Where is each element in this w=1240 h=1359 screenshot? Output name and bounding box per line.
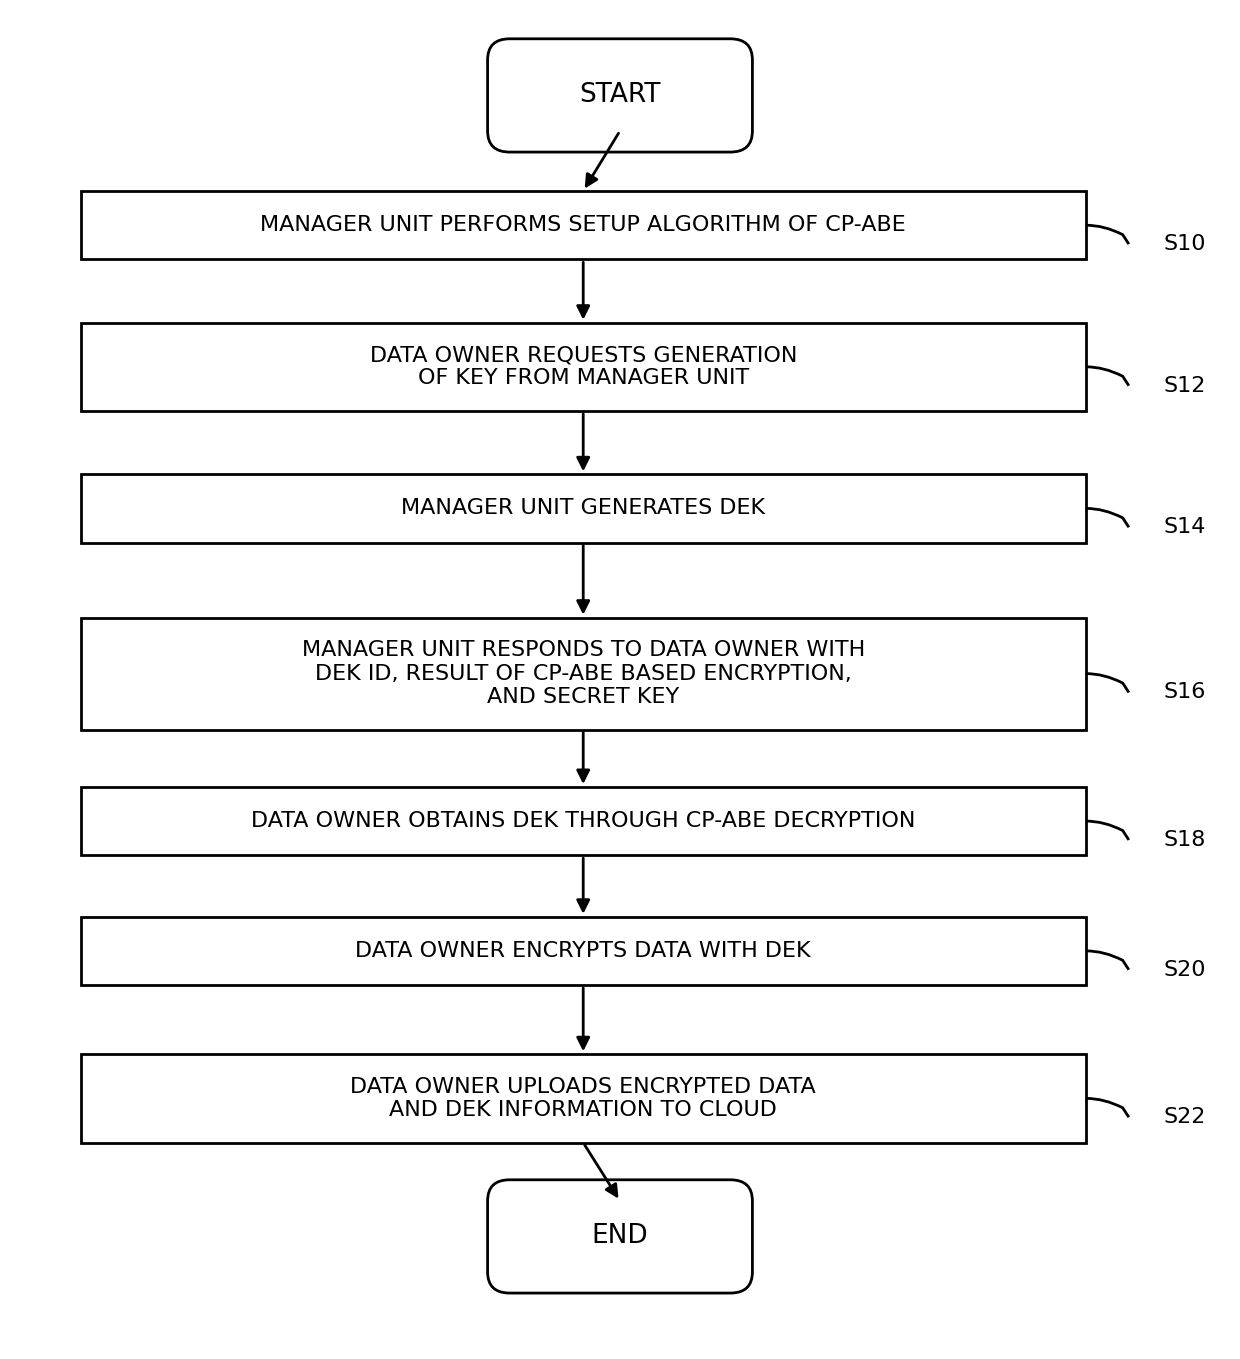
- Text: START: START: [579, 83, 661, 109]
- Text: MANAGER UNIT RESPONDS TO DATA OWNER WITH
DEK ID, RESULT OF CP-ABE BASED ENCRYPTI: MANAGER UNIT RESPONDS TO DATA OWNER WITH…: [301, 640, 864, 707]
- Bar: [81, 1055, 1086, 1143]
- Text: DATA OWNER ENCRYPTS DATA WITH DEK: DATA OWNER ENCRYPTS DATA WITH DEK: [356, 940, 811, 961]
- Text: S12: S12: [1163, 375, 1205, 395]
- Text: S10: S10: [1163, 234, 1205, 254]
- Bar: [81, 787, 1086, 855]
- FancyBboxPatch shape: [487, 39, 753, 152]
- Bar: [81, 192, 1086, 260]
- Text: S18: S18: [1163, 830, 1205, 849]
- Text: S16: S16: [1163, 682, 1205, 703]
- Text: MANAGER UNIT PERFORMS SETUP ALGORITHM OF CP-ABE: MANAGER UNIT PERFORMS SETUP ALGORITHM OF…: [260, 215, 906, 235]
- Text: DATA OWNER REQUESTS GENERATION
OF KEY FROM MANAGER UNIT: DATA OWNER REQUESTS GENERATION OF KEY FR…: [370, 345, 797, 389]
- Bar: [81, 474, 1086, 542]
- Text: S14: S14: [1163, 518, 1205, 537]
- Bar: [81, 617, 1086, 730]
- Text: S20: S20: [1163, 959, 1205, 980]
- Text: MANAGER UNIT GENERATES DEK: MANAGER UNIT GENERATES DEK: [402, 499, 765, 518]
- FancyBboxPatch shape: [487, 1180, 753, 1292]
- Bar: [81, 322, 1086, 410]
- Bar: [81, 917, 1086, 985]
- Text: S22: S22: [1163, 1108, 1205, 1127]
- Text: DATA OWNER UPLOADS ENCRYPTED DATA
AND DEK INFORMATION TO CLOUD: DATA OWNER UPLOADS ENCRYPTED DATA AND DE…: [351, 1076, 816, 1120]
- Text: END: END: [591, 1223, 649, 1249]
- Text: DATA OWNER OBTAINS DEK THROUGH CP-ABE DECRYPTION: DATA OWNER OBTAINS DEK THROUGH CP-ABE DE…: [250, 811, 915, 832]
